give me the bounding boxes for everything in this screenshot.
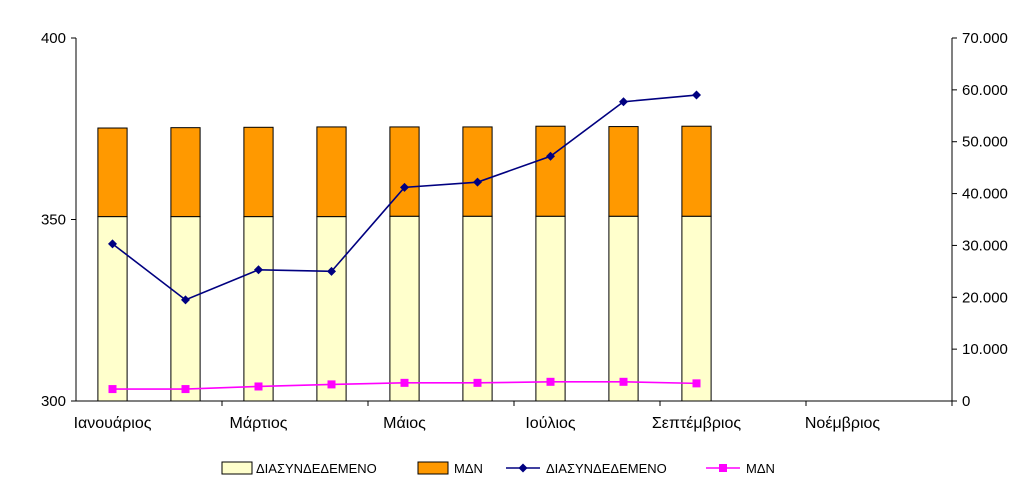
bar-mdn [316, 126, 347, 218]
x-tick-label: Μάρτιος [230, 415, 288, 432]
bar-diasyndedemeno [316, 216, 347, 402]
x-tick-label: Ιούλιος [525, 415, 576, 432]
bar-series [97, 125, 712, 402]
point-diasyndedemeno [254, 265, 263, 275]
right-tick-label: 30.000 [962, 237, 1008, 254]
legend-marker-mdn [719, 464, 727, 472]
x-tick-label: Νοέμβριος [805, 415, 881, 432]
bar-diasyndedemeno [608, 215, 639, 402]
bar-diasyndedemeno [535, 215, 566, 402]
x-tick-label: Ιανουάριος [74, 415, 152, 432]
x-tick-label: Σεπτέμβριος [652, 415, 741, 432]
right-tick-label: 60.000 [962, 82, 1008, 99]
point-mdn [692, 379, 701, 388]
x-tick-label: Μάιος [383, 415, 426, 432]
tick-labels: 300 350 400 0 10.000 20.000 30.000 40.000 50.000… [41, 30, 1008, 432]
point-diasyndedemeno [619, 97, 628, 107]
point-diasyndedemeno [327, 266, 336, 276]
bar-mdn [535, 125, 566, 217]
left-tick-label: 400 [41, 30, 66, 47]
point-mdn [254, 382, 263, 391]
right-tick-label: 40.000 [962, 186, 1008, 203]
right-tick-label: 20.000 [962, 289, 1008, 306]
bar-diasyndedemeno [389, 215, 420, 402]
bar-diasyndedemeno [170, 216, 201, 402]
legend-swatch-bar-diasyndedemeno [221, 461, 253, 475]
point-mdn [327, 380, 336, 389]
point-mdn [400, 378, 409, 387]
legend-label-line-diasyndedemeno: ΔΙΑΣΥΝΔΕΔΕΜΕΝΟ [546, 461, 667, 476]
right-tick-label: 50.000 [962, 134, 1008, 151]
bar-mdn [243, 126, 274, 218]
axes [71, 37, 957, 406]
point-diasyndedemeno [546, 151, 555, 161]
left-tick-label: 300 [41, 393, 66, 410]
point-mdn [546, 377, 555, 386]
legend-label-bar-diasyndedemeno: ΔΙΑΣΥΝΔΕΔΕΜΕΝΟ [256, 461, 377, 476]
bar-diasyndedemeno [681, 215, 712, 402]
point-mdn [619, 377, 628, 386]
point-diasyndedemeno [692, 90, 701, 100]
point-diasyndedemeno [181, 295, 190, 305]
point-diasyndedemeno [473, 177, 482, 187]
point-diasyndedemeno [108, 239, 117, 249]
bar-mdn [97, 127, 128, 218]
legend: ΔΙΑΣΥΝΔΕΔΕΜΕΝΟ ΜΔΝ ΔΙΑΣΥΝΔΕΔΕΜΕΝΟ ΜΔΝ [221, 461, 775, 476]
point-mdn [181, 385, 190, 394]
legend-label-line-mdn: ΜΔΝ [746, 461, 775, 476]
bar-mdn [389, 126, 420, 217]
legend-label-bar-mdn: ΜΔΝ [454, 461, 483, 476]
right-tick-label: 70.000 [962, 30, 1008, 47]
legend-swatch-bar-mdn [417, 461, 449, 475]
left-tick-label: 350 [41, 212, 66, 229]
bar-mdn [462, 126, 493, 217]
point-mdn [108, 385, 117, 394]
right-tick-label: 10.000 [962, 341, 1008, 358]
point-mdn [473, 378, 482, 387]
right-tick-label: 0 [962, 393, 970, 410]
bar-diasyndedemeno [462, 215, 493, 402]
point-diasyndedemeno [400, 182, 409, 192]
bar-diasyndedemeno [243, 216, 274, 402]
bar-mdn [608, 126, 639, 217]
bar-mdn [170, 127, 201, 218]
legend-marker-diasyndedemeno [518, 463, 528, 473]
bar-mdn [681, 125, 712, 217]
line-series [108, 90, 701, 394]
